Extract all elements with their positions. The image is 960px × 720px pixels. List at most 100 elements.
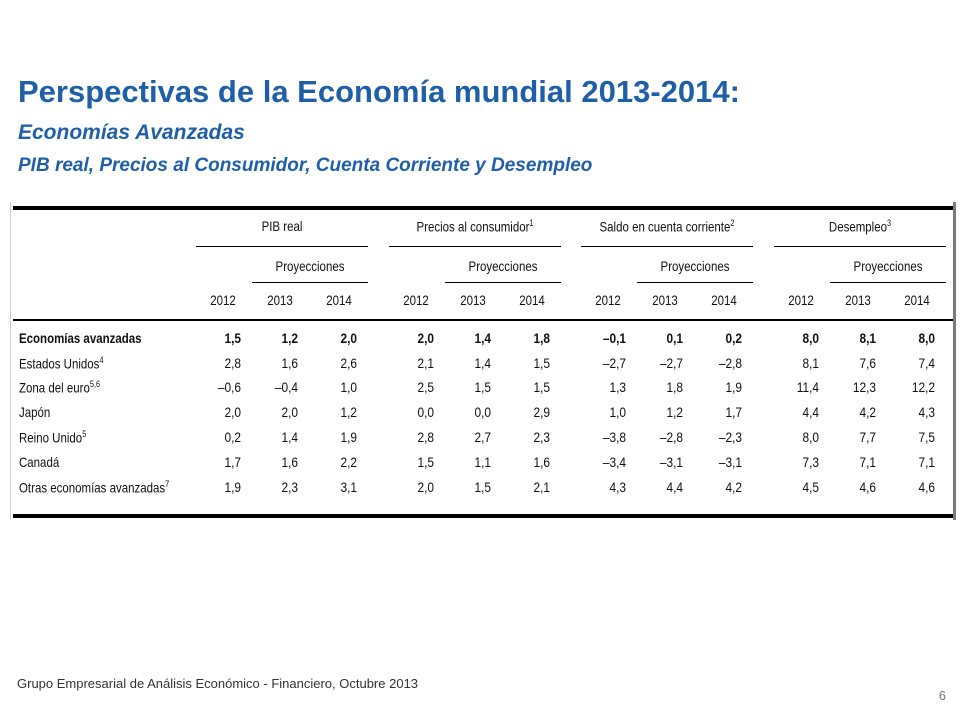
projections-underline: [637, 282, 753, 283]
table-cell: 1,5: [474, 479, 491, 495]
table-cell: 4,4: [666, 479, 683, 495]
year-header: 2012: [788, 292, 814, 308]
table-cell: 1,5: [417, 454, 434, 470]
table-cell: 1,4: [474, 355, 491, 371]
table-cell: 1,8: [666, 379, 683, 395]
row-label: Canadá: [19, 454, 60, 470]
table-cell: 12,3: [852, 379, 876, 395]
table-cell: 2,0: [340, 330, 357, 346]
projections-header: Proyecciones: [275, 258, 345, 274]
table-cell: 12,2: [911, 379, 935, 395]
year-header: 2012: [210, 292, 236, 308]
table-cell: 2,6: [340, 355, 357, 371]
table-cell: 1,3: [609, 379, 626, 395]
table-cell: 1,2: [340, 404, 357, 420]
table-cell: 1,0: [340, 379, 357, 395]
group-header: Saldo en cuenta corriente2: [599, 218, 735, 235]
table-cell: 2,8: [417, 429, 434, 445]
table-cell: 4,2: [725, 479, 742, 495]
year-header: 2013: [652, 292, 678, 308]
year-header: 2014: [711, 292, 737, 308]
table-cell: 8,1: [802, 355, 819, 371]
table-cell: 1,9: [725, 379, 742, 395]
year-header: 2013: [845, 292, 871, 308]
table-cell: 7,7: [859, 429, 876, 445]
table-cell: –3,8: [602, 429, 626, 445]
row-label: Reino Unido5: [19, 429, 87, 446]
table-cell: 2,9: [533, 404, 550, 420]
row-label: Otras economías avanzadas7: [19, 479, 170, 496]
table-cell: 2,3: [533, 429, 550, 445]
table-cell: 0,0: [417, 404, 434, 420]
year-header: 2012: [403, 292, 429, 308]
projections-header: Proyecciones: [660, 258, 730, 274]
table-cell: 7,6: [859, 355, 876, 371]
year-header: 2014: [904, 292, 930, 308]
year-header: 2012: [595, 292, 621, 308]
table-cell: –3,4: [602, 454, 626, 470]
slide-subtitle-indicators: PIB real, Precios al Consumidor, Cuenta …: [18, 155, 593, 176]
table-cell: 1,6: [533, 454, 550, 470]
year-header: 2014: [326, 292, 352, 308]
table-cell: 4,5: [802, 479, 819, 495]
group-underline: [196, 246, 368, 247]
table-cell: –3,1: [718, 454, 742, 470]
table-cell: –3,1: [659, 454, 683, 470]
table-cell: 1,8: [533, 330, 550, 346]
table-cell: 0,2: [224, 429, 241, 445]
group-underline: [581, 246, 753, 247]
table-cell: 1,5: [224, 330, 241, 346]
year-header: 2013: [460, 292, 486, 308]
table-cell: 1,1: [474, 454, 491, 470]
table-cell: –0,1: [602, 330, 626, 346]
table-cell: 1,4: [281, 429, 298, 445]
table-cell: 1,6: [281, 355, 298, 371]
table-cell: 2,1: [533, 479, 550, 495]
group-header: Precios al consumidor1: [416, 218, 534, 235]
projections-underline: [252, 282, 368, 283]
table-cell: 1,7: [725, 404, 742, 420]
table-cell: 2,7: [474, 429, 491, 445]
table-cell: 0,0: [474, 404, 491, 420]
table-cell: –2,7: [602, 355, 626, 371]
table-cell: 1,6: [281, 454, 298, 470]
projections-header: Proyecciones: [853, 258, 923, 274]
table-cell: 8,0: [802, 330, 819, 346]
group-header: PIB real: [261, 218, 303, 234]
year-header: 2014: [519, 292, 545, 308]
slide-subtitle: Economías Avanzadas: [18, 121, 245, 144]
page-number: 6: [938, 688, 946, 703]
table-cell: 7,3: [802, 454, 819, 470]
table-cell: 2,2: [340, 454, 357, 470]
table-cell: 1,5: [533, 379, 550, 395]
table-cell: 11,4: [796, 379, 819, 395]
table-cell: 1,9: [340, 429, 357, 445]
table-cell: 1,4: [474, 330, 491, 346]
table-cell: 1,5: [474, 379, 491, 395]
table-cell: 0,2: [725, 330, 742, 346]
table-cell: 1,5: [533, 355, 550, 371]
table-cell: –2,8: [718, 355, 742, 371]
table-cell: 2,0: [224, 404, 241, 420]
table-cell: 8,1: [859, 330, 876, 346]
projections-underline: [445, 282, 561, 283]
table-bottom-rule: [13, 514, 953, 518]
table-cell: 2,8: [224, 355, 241, 371]
table-cell: 1,2: [281, 330, 298, 346]
table-cell: –2,8: [659, 429, 683, 445]
table-cell: 4,6: [859, 479, 876, 495]
table-cell: 2,0: [417, 330, 434, 346]
table-cell: 7,1: [918, 454, 935, 470]
table-cell: 4,2: [859, 404, 876, 420]
table-top-rule: [13, 206, 953, 210]
group-header: Desempleo3: [828, 218, 892, 235]
table-cell: 2,3: [281, 479, 298, 495]
table-cell: 2,1: [417, 355, 434, 371]
projections-underline: [830, 282, 946, 283]
table-cell: 4,6: [918, 479, 935, 495]
slide-title: Perspectivas de la Economía mundial 2013…: [18, 74, 740, 109]
table-cell: –0,4: [274, 379, 298, 395]
footer-text: Grupo Empresarial de Análisis Económico …: [17, 676, 419, 691]
table-cell: 8,0: [918, 330, 935, 346]
row-label: Economías avanzadas: [19, 330, 142, 346]
